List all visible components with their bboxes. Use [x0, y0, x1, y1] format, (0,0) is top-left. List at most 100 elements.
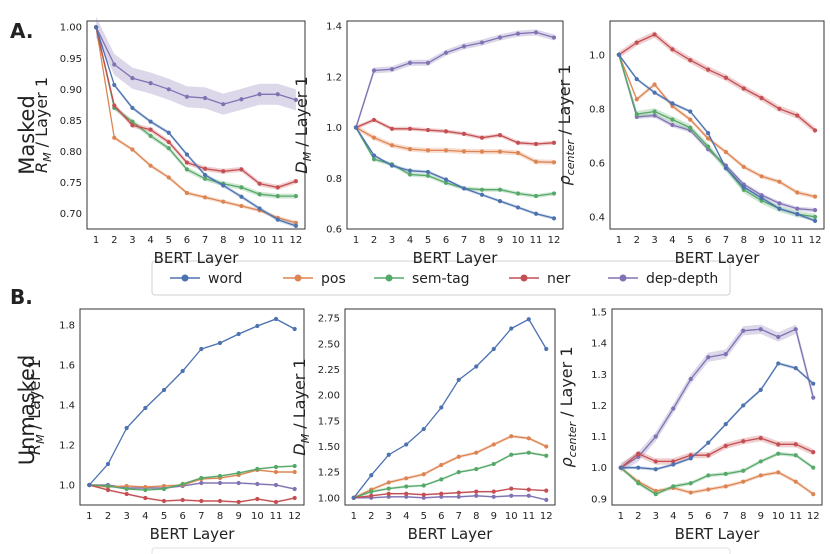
series-word — [93, 25, 299, 228]
series-line-sem-tag — [353, 452, 547, 499]
data-point-pos — [812, 194, 818, 199]
data-point-sem-tag — [124, 486, 129, 492]
legend-marker-ner — [520, 274, 528, 282]
data-point-sem-tag — [148, 133, 153, 138]
data-point-ner — [292, 495, 297, 501]
x-tick-label: 9 — [235, 511, 241, 522]
data-point-ner — [777, 106, 782, 111]
legend-label-word: word — [208, 271, 242, 287]
data-point-pos — [706, 487, 711, 492]
data-point-word — [371, 153, 377, 158]
section-b-label: B. — [10, 285, 33, 309]
data-point-dep-depth — [793, 327, 798, 332]
x-tick-label: 9 — [238, 235, 244, 246]
data-point-ner — [369, 493, 374, 498]
x-tick-label: 4 — [670, 511, 676, 522]
x-tick-label: 1 — [618, 511, 624, 522]
data-point-dep-depth — [221, 102, 226, 107]
data-point-dep-depth — [777, 201, 782, 206]
row-label-unmasked: Unmasked — [15, 355, 39, 466]
data-point-dep-depth — [776, 334, 781, 340]
x-tick-label: 6 — [179, 511, 185, 522]
data-point-dep-depth — [723, 352, 728, 357]
data-point-word — [795, 212, 800, 217]
data-point-pos — [652, 82, 657, 87]
data-point-word — [439, 405, 444, 410]
data-point-pos — [404, 476, 409, 481]
series-sem-tag — [351, 450, 549, 500]
data-point-word — [112, 82, 117, 88]
y-tick-label: 1.1 — [591, 432, 607, 443]
data-point-ner — [255, 496, 260, 502]
series-line-pos — [89, 469, 295, 488]
y-tick-label: 0.75 — [60, 178, 82, 189]
data-point-word — [421, 426, 426, 432]
data-point-sem-tag — [812, 214, 818, 219]
x-tick-label: 9 — [497, 235, 503, 246]
data-point-sem-tag — [515, 191, 521, 196]
data-point-word — [551, 216, 557, 221]
x-tick-label: 6 — [705, 511, 711, 522]
series-ner — [351, 486, 549, 500]
series-ner — [616, 31, 818, 134]
data-point-word — [652, 90, 657, 95]
data-point-sem-tag — [105, 483, 111, 489]
series-dep-depth — [93, 16, 299, 115]
data-point-ner — [491, 489, 496, 494]
data-point-word — [202, 172, 208, 178]
series-line-word — [620, 362, 814, 470]
data-point-pos — [221, 199, 226, 204]
data-point-ner — [404, 491, 409, 496]
data-point-dep-depth — [239, 97, 244, 102]
series-word — [87, 316, 297, 488]
data-point-word — [497, 198, 503, 204]
y-tick-label: 0.4 — [589, 212, 605, 223]
data-point-word — [293, 223, 299, 228]
data-point-word — [369, 473, 374, 478]
x-tick-label: 5 — [421, 511, 427, 522]
data-point-pos — [166, 175, 171, 180]
data-point-word — [425, 169, 431, 175]
data-point-word — [386, 452, 391, 457]
data-point-word — [184, 152, 190, 157]
data-point-dep-depth — [257, 92, 262, 97]
x-tick-label: 2 — [111, 235, 117, 246]
data-point-ner — [705, 67, 711, 72]
x-tick-label: 8 — [473, 511, 479, 522]
x-axis-label: BERT Layer — [413, 249, 499, 267]
data-point-sem-tag — [551, 191, 557, 196]
data-point-pos — [124, 483, 129, 489]
data-point-sem-tag — [723, 471, 728, 476]
data-point-sem-tag — [199, 475, 204, 481]
y-tick-label: 1.00 — [60, 23, 82, 34]
series-line-ner — [618, 33, 816, 131]
data-point-sem-tag — [257, 192, 262, 197]
x-tick-label: 10 — [251, 511, 264, 522]
data-point-ner — [474, 489, 479, 494]
data-point-word — [199, 346, 204, 352]
legend-label-dep-depth: dep-depth — [646, 271, 718, 287]
data-point-word — [130, 105, 135, 111]
data-point-pos — [688, 117, 693, 122]
data-point-dep-depth — [461, 44, 467, 49]
y-tick-label: 0.95 — [60, 54, 82, 65]
data-point-word — [636, 465, 641, 470]
series-line-sem-tag — [620, 453, 814, 495]
legend-item-pos: pos — [283, 271, 346, 287]
data-point-dep-depth — [456, 494, 461, 499]
data-point-word — [811, 381, 816, 386]
data-point-word — [161, 387, 167, 393]
data-point-dep-depth — [544, 497, 549, 502]
data-point-sem-tag — [371, 157, 377, 162]
x-tick-label: 10 — [773, 235, 786, 246]
x-tick-label: 2 — [371, 235, 377, 246]
series-line-word — [355, 127, 555, 219]
x-tick-label: 10 — [253, 235, 266, 246]
series-line-ner — [353, 487, 547, 499]
data-point-word — [180, 368, 185, 374]
data-point-ner — [461, 131, 467, 136]
data-point-word — [509, 326, 514, 331]
x-tick-label: 5 — [687, 235, 693, 246]
data-point-word — [273, 316, 279, 322]
data-point-ner — [421, 492, 426, 497]
